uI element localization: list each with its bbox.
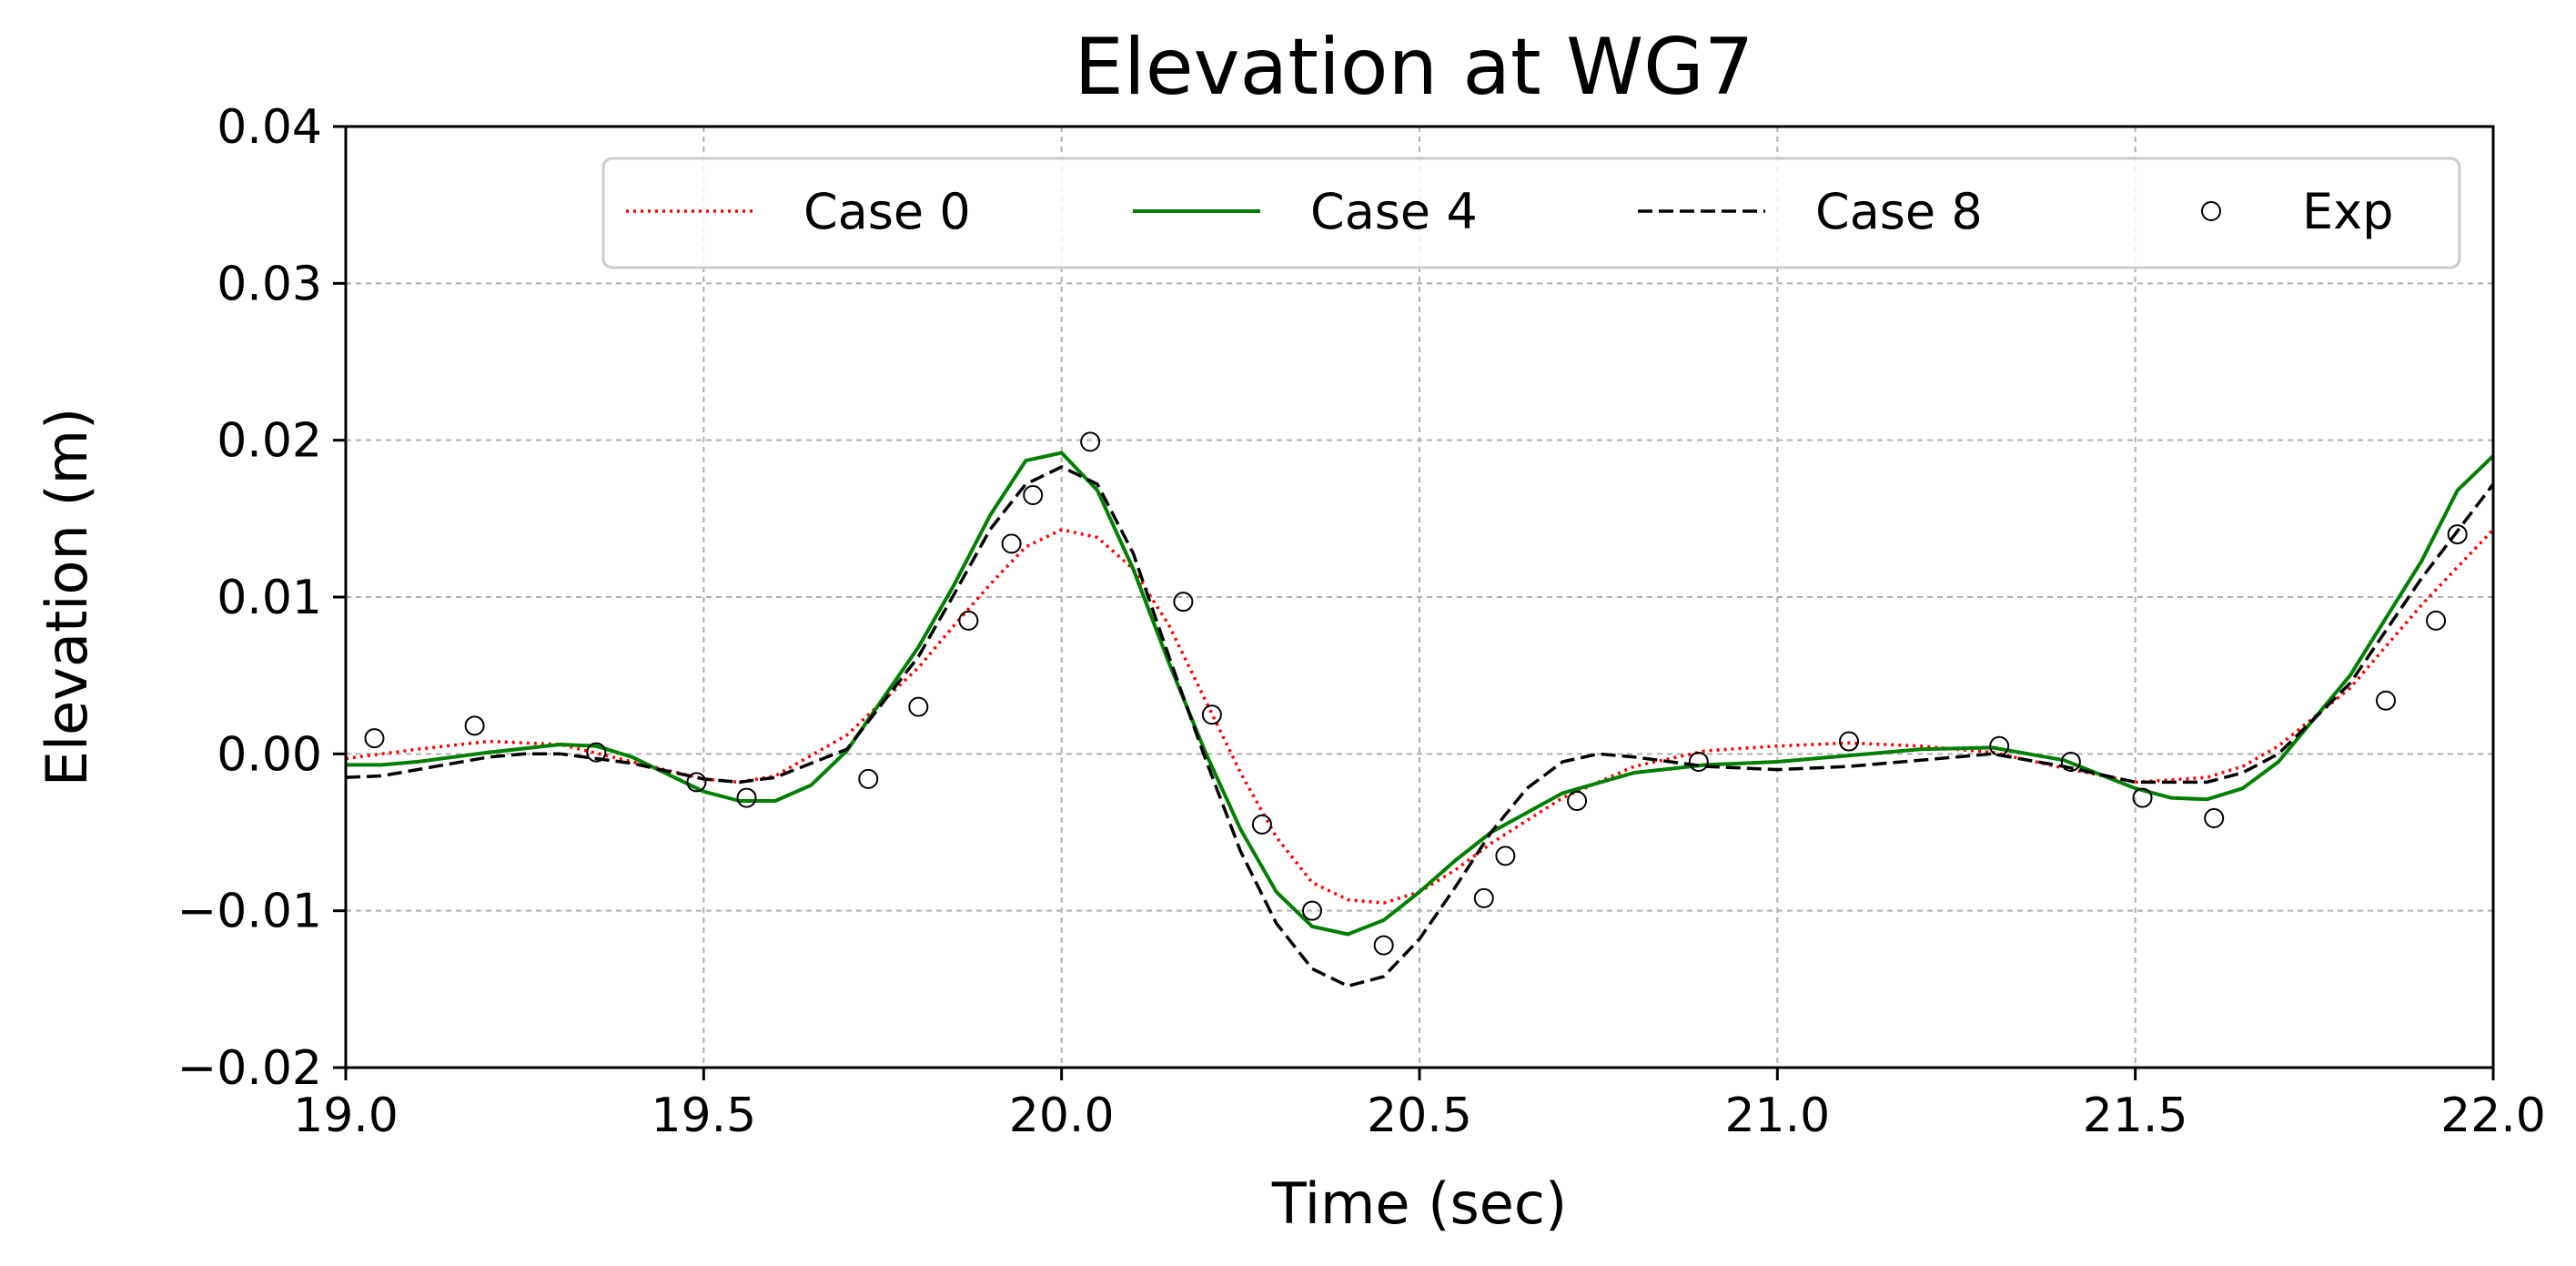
exp-data-point bbox=[1080, 431, 1101, 452]
series-line-case-8 bbox=[346, 465, 2493, 988]
exp-data-point bbox=[2376, 690, 2396, 711]
x-tick-label: 20.5 bbox=[1367, 1089, 1472, 1143]
exp-data-point bbox=[858, 768, 879, 789]
exp-data-point bbox=[2447, 524, 2468, 545]
y-axis-label: Elevation (m) bbox=[34, 408, 100, 786]
y-tick-label: −0.02 bbox=[177, 1041, 322, 1096]
x-tick-label: 21.0 bbox=[1724, 1089, 1830, 1143]
exp-data-point bbox=[1173, 592, 1194, 613]
legend-label-case-0: Case 0 bbox=[803, 183, 971, 240]
exp-data-point bbox=[1473, 887, 1494, 908]
legend-frame bbox=[601, 157, 2461, 269]
series-layer bbox=[346, 431, 2493, 988]
exp-data-point bbox=[686, 772, 707, 793]
exp-data-point bbox=[464, 715, 485, 736]
chart-title: Elevation at WG7 bbox=[1075, 22, 1754, 113]
exp-data-point bbox=[1201, 704, 1222, 725]
y-axis-ticks: −0.02 −0.01 0.00 0.01 0.02 0.03 0.04 bbox=[177, 100, 346, 1096]
y-tick-label: 0.00 bbox=[217, 727, 322, 782]
x-axis-ticks: 19.0 19.5 20.0 20.5 21.0 21.5 22.0 bbox=[293, 1068, 2546, 1143]
exp-data-point bbox=[1839, 731, 1859, 752]
legend-marker-exp bbox=[2201, 201, 2221, 221]
x-tick-label: 19.5 bbox=[651, 1089, 756, 1143]
exp-data-point bbox=[2132, 787, 2153, 808]
exp-data-point bbox=[1001, 533, 1022, 554]
y-tick-label: 0.03 bbox=[217, 257, 322, 311]
exp-data-point bbox=[586, 742, 607, 763]
x-tick-label: 20.0 bbox=[1009, 1089, 1115, 1143]
exp-data-point bbox=[2204, 807, 2225, 828]
exp-data-point bbox=[1251, 814, 1272, 835]
y-tick-label: −0.01 bbox=[177, 885, 322, 939]
exp-data-point bbox=[1373, 935, 1394, 956]
legend: Case 0 Case 4 Case 8 Exp bbox=[601, 157, 2461, 269]
series-exp bbox=[364, 431, 2468, 956]
exp-data-point bbox=[736, 787, 757, 808]
exp-data-point bbox=[958, 610, 979, 631]
exp-data-point bbox=[364, 728, 385, 749]
exp-data-point bbox=[2060, 751, 2081, 772]
exp-data-point bbox=[1567, 791, 1588, 812]
y-tick-label: 0.04 bbox=[217, 100, 322, 155]
exp-data-point bbox=[1495, 846, 1516, 866]
series-line-case-4 bbox=[346, 451, 2493, 937]
y-tick-label: 0.01 bbox=[217, 571, 322, 625]
exp-data-point bbox=[908, 696, 929, 717]
y-tick-label: 0.02 bbox=[217, 414, 322, 469]
x-tick-label: 21.5 bbox=[2083, 1089, 2188, 1143]
exp-data-point bbox=[1302, 900, 1322, 921]
exp-data-point bbox=[1023, 484, 1044, 505]
x-tick-label: 22.0 bbox=[2440, 1089, 2546, 1143]
exp-data-point bbox=[2426, 610, 2447, 631]
x-tick-label: 19.0 bbox=[293, 1089, 399, 1143]
legend-label-case-8: Case 8 bbox=[1815, 183, 1983, 240]
exp-data-point bbox=[1688, 751, 1709, 772]
legend-label-case-4: Case 4 bbox=[1310, 183, 1478, 240]
exp-data-point bbox=[1989, 735, 2010, 756]
legend-label-exp: Exp bbox=[2302, 183, 2393, 240]
x-axis-label: Time (sec) bbox=[1271, 1170, 1567, 1237]
